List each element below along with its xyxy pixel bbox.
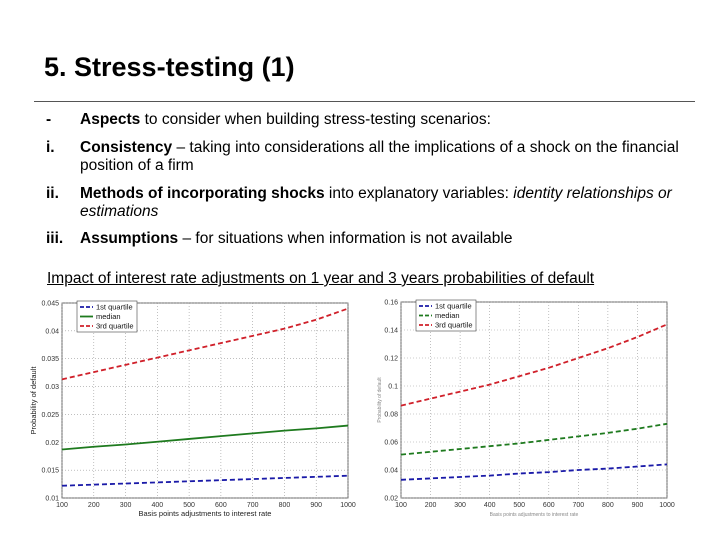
y-tick-label: 0.02 [45, 440, 59, 447]
x-tick-label: 900 [310, 502, 322, 509]
bullet-text: – taking into considerations all the imp… [80, 139, 679, 174]
x-tick-label: 1000 [340, 502, 356, 509]
legend-label: median [435, 311, 460, 320]
chart-1: 0.01 0.015 0.02 0.025 0.03 0.035 0.04 0.045 100 2… [29, 301, 356, 519]
bullet-text: into explanatory variables: [324, 185, 514, 202]
legend-label: 1st quartile [96, 303, 133, 312]
legend-label: 3rd quartile [435, 321, 473, 330]
y-tick-label: 0.025 [41, 412, 59, 419]
y-tick-label: 0.12 [384, 356, 398, 363]
x-tick-label: 100 [395, 502, 407, 509]
x-axis-label: Basis points adjustments to interest rat… [490, 512, 579, 518]
x-tick-label: 800 [602, 502, 614, 509]
bullet-marker: iii. [46, 230, 64, 247]
x-tick-label: 200 [425, 502, 437, 509]
x-tick-label: 500 [513, 502, 525, 509]
bullet-text: – for situations when information is not… [178, 230, 513, 247]
x-tick-label: 700 [247, 502, 259, 509]
x-tick-label: 800 [279, 502, 291, 509]
y-tick-label: 0.04 [384, 468, 398, 475]
series-line-3rd-quartile [400, 323, 668, 407]
y-tick-label: 0.035 [41, 356, 59, 363]
bullet-marker: ii. [46, 185, 59, 202]
x-tick-label: 300 [120, 502, 132, 509]
y-tick-label: 0.08 [384, 412, 398, 419]
x-axis-label: Basis points adjustments to interest rat… [139, 509, 272, 518]
y-tick-label: 0.1 [388, 384, 398, 391]
plot-area [61, 302, 349, 499]
plot-area [400, 301, 668, 499]
chart-2: 0.02 0.04 0.06 0.08 0.1 0.12 0.14 0.16 100 200 300… [377, 300, 675, 519]
slide-title: 5. Stress-testing (1) [44, 52, 295, 82]
x-tick-label: 600 [215, 502, 227, 509]
y-axis-label: Probability of default [29, 366, 38, 435]
series-line-1st-quartile [400, 463, 668, 481]
x-tick-label: 400 [151, 502, 163, 509]
y-tick-label: 0.03 [45, 384, 59, 391]
y-tick-label: 0.02 [384, 496, 398, 503]
x-tick-label: 400 [484, 502, 496, 509]
bullet-bold: Methods of incorporating shocks [80, 185, 325, 202]
y-tick-label: 0.14 [384, 328, 398, 335]
chart-caption: Impact of interest rate adjustments on 1… [47, 270, 595, 287]
title-divider [34, 101, 695, 102]
bullet-text: to consider when building stress-testing… [140, 111, 491, 128]
bullet-bold: Aspects [80, 111, 141, 128]
y-tick-label: 0.015 [41, 468, 59, 475]
legend-label: 3rd quartile [96, 322, 134, 331]
x-tick-label: 500 [183, 502, 195, 509]
legend-label: median [96, 312, 121, 321]
series-line-3rd-quartile [61, 307, 349, 381]
bullet-italic: identity relationships or estimations [80, 185, 672, 220]
x-tick-label: 100 [56, 502, 68, 509]
y-tick-label: 0.06 [384, 440, 398, 447]
bullet-bold: Assumptions [80, 230, 179, 247]
x-tick-label: 600 [543, 502, 555, 509]
y-tick-label: 0.04 [45, 328, 59, 335]
x-tick-label: 200 [88, 502, 100, 509]
y-tick-label: 0.16 [384, 300, 398, 307]
bullet-marker: i. [46, 139, 55, 156]
x-tick-label: 900 [632, 502, 644, 509]
x-tick-label: 300 [454, 502, 466, 509]
bullet-marker: - [46, 111, 52, 128]
y-axis-label: Probability of default [377, 377, 383, 423]
y-tick-label: 0.01 [45, 496, 59, 503]
series-line-median [61, 424, 349, 451]
legend-label: 1st quartile [435, 302, 472, 311]
x-tick-label: 1000 [659, 502, 675, 509]
y-tick-label: 0.045 [41, 301, 59, 308]
series-line-median [400, 422, 668, 456]
x-tick-label: 700 [572, 502, 584, 509]
bullet-bold: Consistency [80, 139, 173, 156]
